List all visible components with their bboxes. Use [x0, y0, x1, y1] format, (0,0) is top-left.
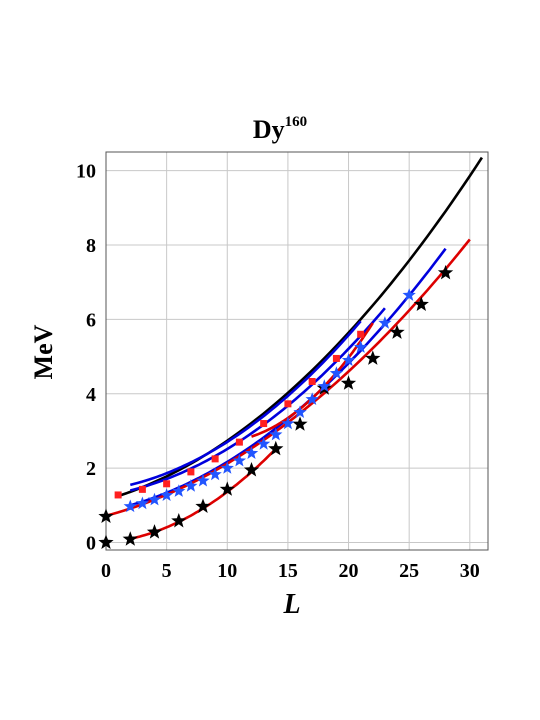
data-point-square: [211, 455, 219, 463]
data-point-star: [413, 296, 429, 311]
fit-curve: [117, 156, 483, 498]
x-tick-label: 25: [399, 560, 419, 582]
fit-curve: [129, 307, 386, 492]
chart-title-main: Dy: [253, 115, 285, 144]
data-point-star: [293, 405, 307, 418]
data-point-star: [147, 492, 162, 506]
data-point-star: [269, 427, 283, 441]
data-point-star: [243, 462, 260, 477]
data-point-square: [284, 400, 292, 408]
data-point-star: [196, 473, 210, 487]
data-point-star: [329, 366, 344, 379]
data-point-star: [219, 481, 235, 496]
data-point-star: [340, 375, 357, 390]
data-point-star: [98, 508, 114, 523]
y-axis-label: MeV: [29, 324, 58, 379]
data-point-square: [260, 420, 268, 428]
data-point-square: [187, 468, 195, 476]
y-tick-label: 0: [86, 533, 96, 555]
data-point-star: [389, 324, 405, 339]
data-point-star: [123, 499, 137, 513]
x-tick-labels: 0 5 10 15 20 25 30: [101, 560, 480, 582]
x-tick-label: 20: [339, 560, 359, 582]
x-tick-label: 5: [162, 560, 172, 582]
data-point-star: [208, 467, 222, 481]
data-point-square: [138, 485, 146, 493]
x-tick-label: 10: [217, 560, 237, 582]
data-point-star: [171, 513, 187, 528]
chart-title: Dy160: [253, 114, 307, 144]
y-tick-label: 2: [86, 458, 96, 480]
data-point-square: [235, 438, 243, 446]
data-point-star: [268, 440, 284, 456]
data-point-star: [317, 379, 331, 392]
y-tick-label: 4: [86, 384, 96, 406]
data-point-square: [114, 491, 122, 499]
data-point-star: [292, 416, 308, 431]
data-point-square: [308, 378, 316, 386]
data-point-star: [365, 350, 381, 365]
data-point-star: [281, 416, 295, 430]
grid: [105, 152, 488, 550]
data-point-star: [146, 524, 163, 539]
data-point-star: [195, 498, 211, 513]
data-point-star: [122, 531, 138, 546]
data-point-star: [244, 446, 259, 459]
data-point-star: [160, 488, 174, 501]
x-tick-label: 0: [101, 560, 111, 582]
x-tick-label: 15: [278, 560, 298, 582]
x-axis-label: L: [282, 589, 300, 620]
data-point-star: [184, 479, 198, 492]
data-point-star: [354, 340, 368, 353]
data-point-star: [220, 461, 234, 474]
y-tick-labels: 0 2 4 6 8 10: [76, 161, 96, 555]
y-tick-label: 6: [86, 309, 96, 331]
data-markers: [98, 264, 454, 549]
data-point-star: [135, 496, 149, 510]
data-point-square: [357, 330, 365, 338]
data-point-square: [332, 354, 340, 362]
chart-title-superscript: 160: [285, 114, 308, 130]
data-point-star: [172, 484, 186, 497]
data-point-star: [98, 534, 114, 549]
data-point-star: [341, 353, 356, 366]
x-tick-label: 30: [460, 560, 480, 582]
fit-curve: [129, 320, 362, 487]
data-point-star: [437, 264, 454, 280]
data-point-star: [378, 316, 392, 329]
data-point-star: [305, 392, 319, 405]
data-point-square: [163, 480, 171, 488]
data-point-star: [232, 453, 247, 467]
data-point-star: [257, 437, 271, 450]
y-tick-label: 8: [86, 235, 96, 257]
data-point-star: [402, 288, 416, 301]
plot-frame: [105, 151, 489, 551]
fit-curves: [105, 156, 483, 541]
y-tick-label: 10: [76, 161, 96, 183]
